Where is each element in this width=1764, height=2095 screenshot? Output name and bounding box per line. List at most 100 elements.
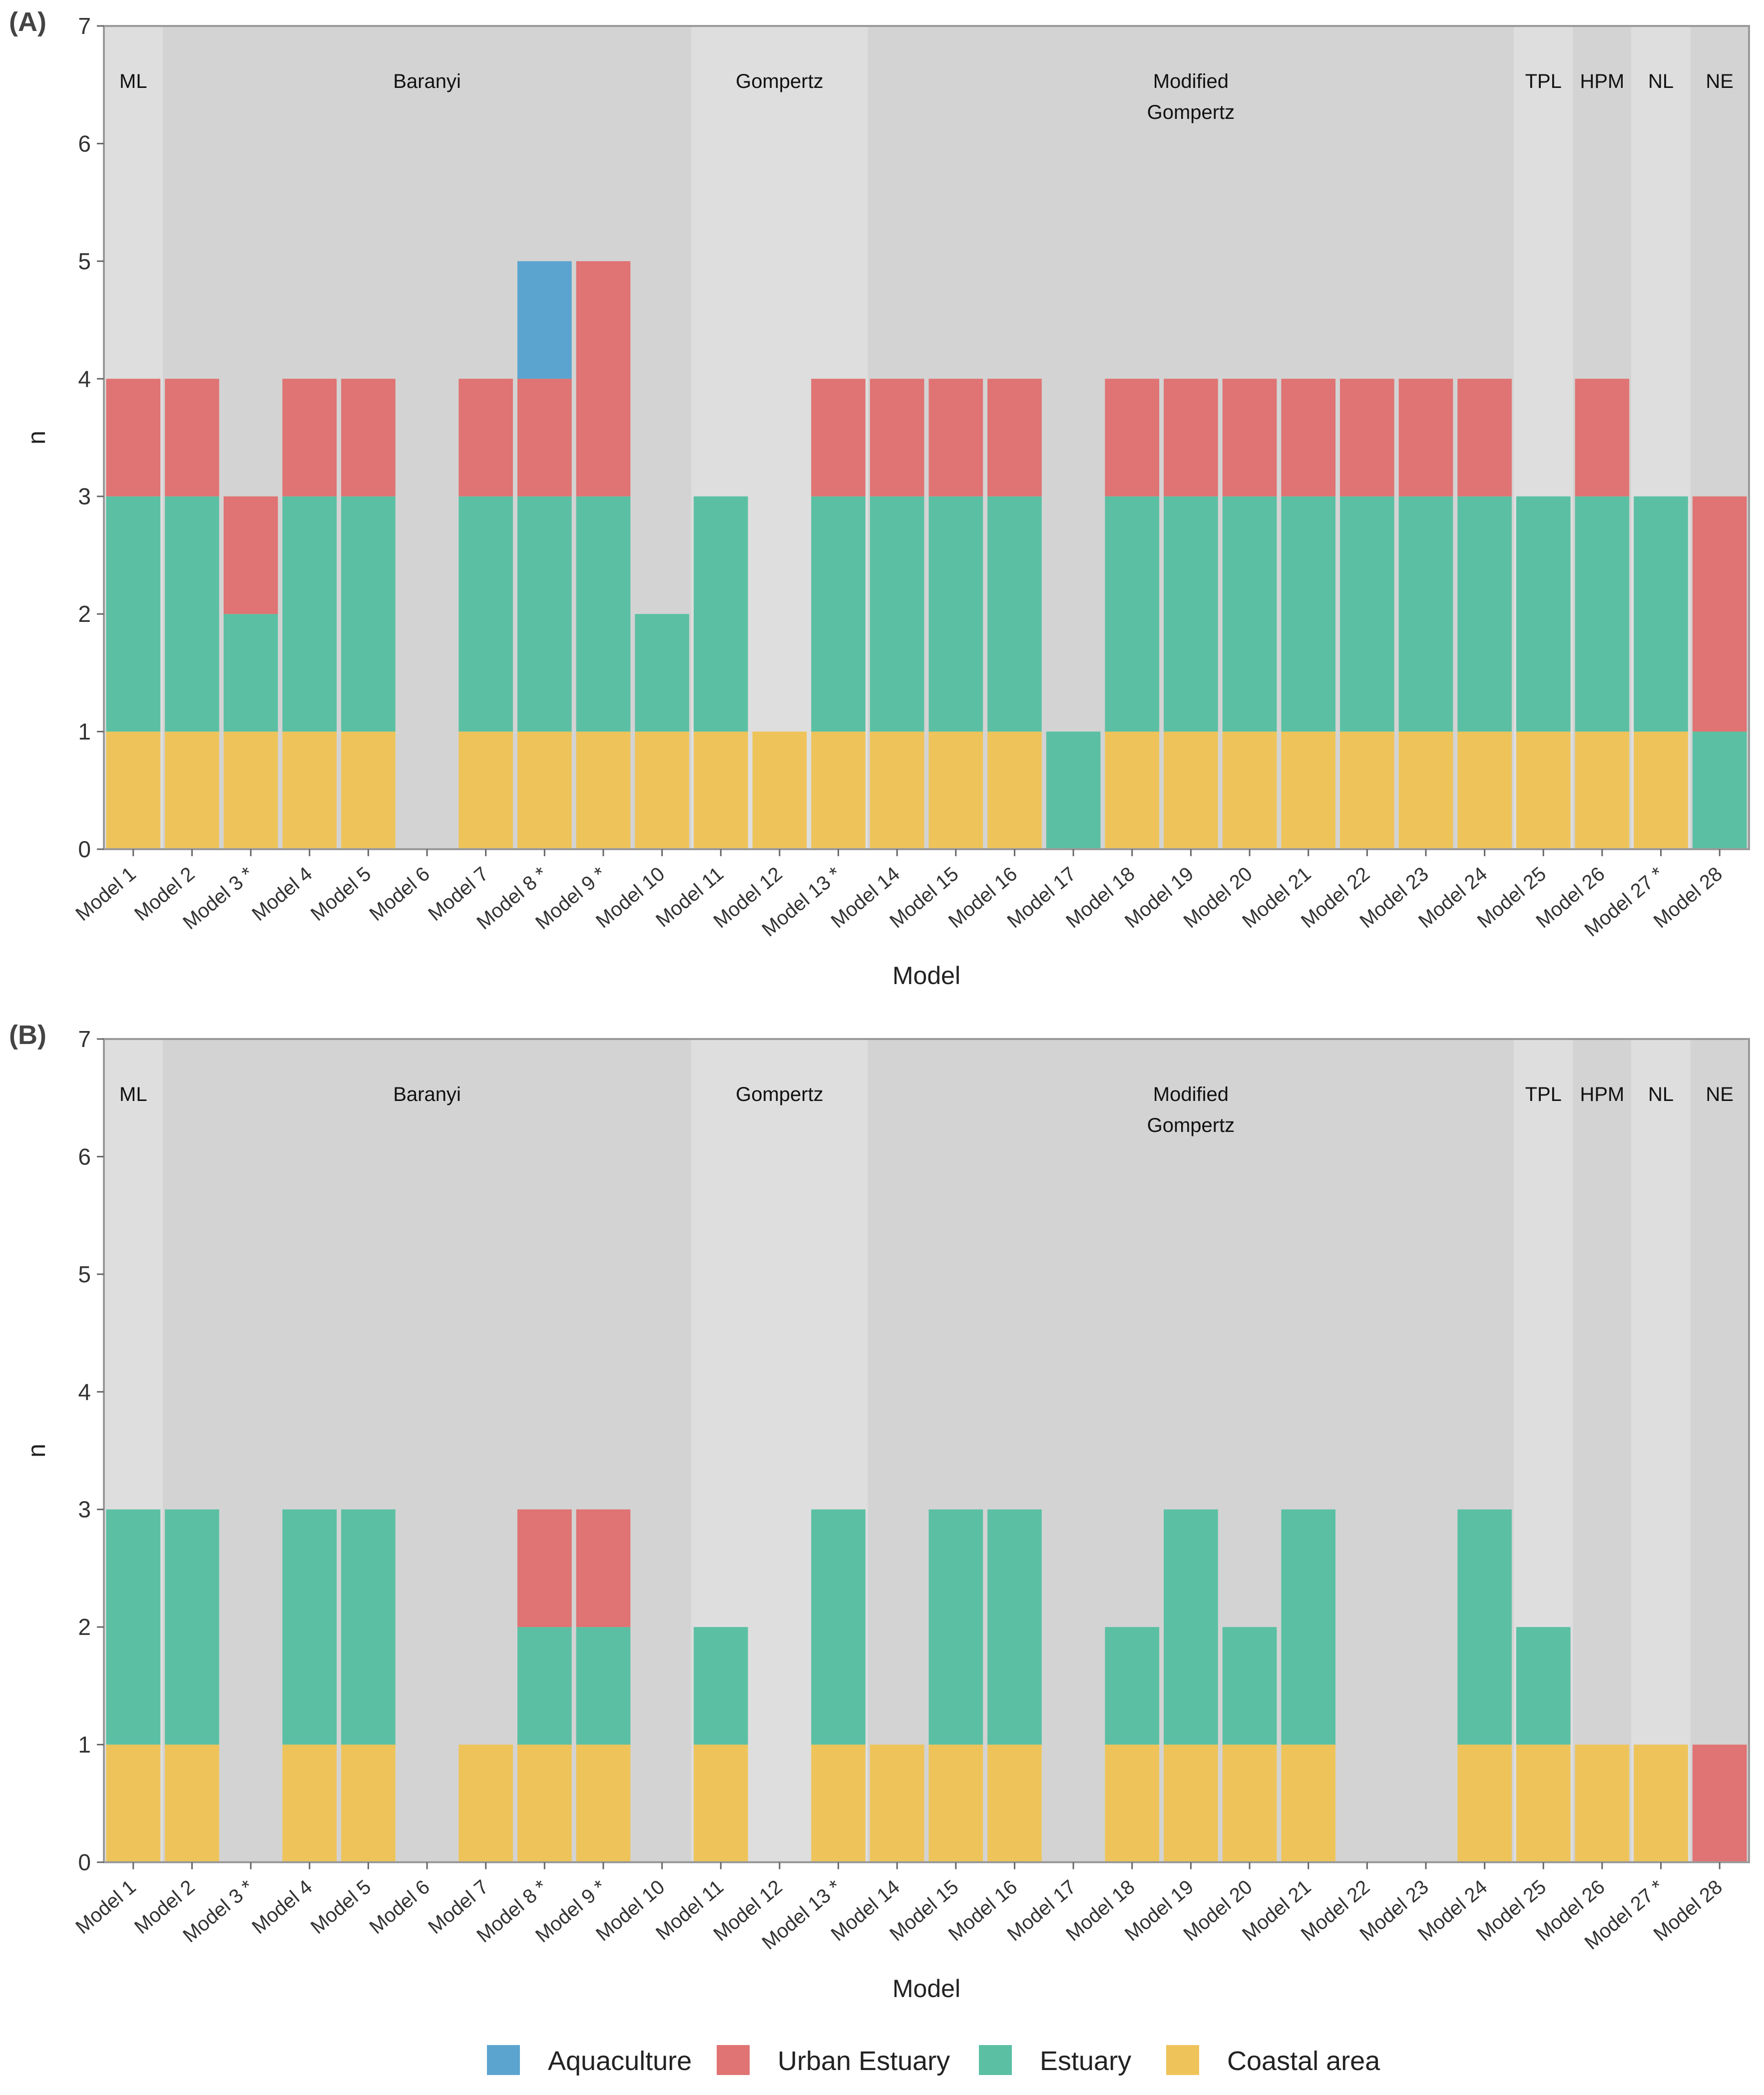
bar-estuary-model-11 — [693, 1627, 748, 1745]
bar-urban-estuary-model-4 — [282, 379, 337, 497]
x-tick-label-model-6: Model 6 — [366, 863, 434, 925]
group-label-tpl: TPL — [1525, 1083, 1562, 1105]
bar-coastal-area-model-14 — [870, 731, 924, 849]
bar-estuary-model-4 — [282, 1509, 337, 1745]
bar-urban-estuary-model-8 — [517, 1509, 572, 1627]
bar-coastal-area-model-23 — [1398, 731, 1453, 849]
bar-urban-estuary-model-16 — [987, 379, 1042, 497]
group-label-nl: NL — [1648, 1083, 1674, 1105]
bar-coastal-area-model-13 — [811, 1744, 866, 1862]
plot-frame — [103, 25, 1750, 850]
y-tick-label-4: 4 — [78, 366, 91, 392]
bar-estuary-model-5 — [341, 1509, 396, 1745]
bar-estuary-model-17 — [1046, 731, 1101, 849]
bar-coastal-area-model-1 — [106, 731, 161, 849]
bar-urban-estuary-model-18 — [1105, 379, 1160, 497]
legend-swatch-urban-estuary — [717, 2045, 750, 2075]
y-tick-label-6: 6 — [78, 130, 91, 156]
bar-aquaculture-model-8 — [517, 261, 572, 379]
bar-estuary-model-18 — [1105, 1627, 1160, 1745]
y-axis-title: n — [22, 1444, 50, 1458]
bar-coastal-area-model-11 — [693, 731, 748, 849]
bar-estuary-model-14 — [870, 496, 924, 732]
group-label-modified-gompertz-line-2: Gompertz — [1147, 1114, 1235, 1136]
bar-estuary-model-25 — [1516, 496, 1571, 732]
bar-estuary-model-21 — [1281, 496, 1335, 732]
bar-estuary-model-20 — [1222, 496, 1277, 732]
bar-estuary-model-27 — [1634, 496, 1688, 732]
group-label-modified-gompertz-line-1: Modified — [1153, 70, 1229, 92]
group-label-gompertz: Gompertz — [736, 1083, 824, 1105]
bar-estuary-model-11 — [693, 496, 748, 732]
legend-swatch-aquaculture — [487, 2045, 520, 2075]
y-tick-label-3: 3 — [78, 484, 91, 510]
bar-urban-estuary-model-1 — [106, 379, 161, 497]
bar-coastal-area-model-8 — [517, 1744, 572, 1862]
bar-coastal-area-model-25 — [1516, 1744, 1571, 1862]
bar-estuary-model-1 — [106, 496, 161, 732]
bar-coastal-area-model-22 — [1340, 731, 1394, 849]
bar-coastal-area-model-11 — [693, 1744, 748, 1862]
bar-coastal-area-model-2 — [165, 731, 219, 849]
legend-label-coastal-area: Coastal area — [1227, 2046, 1380, 2076]
bar-estuary-model-20 — [1222, 1627, 1277, 1745]
x-axis-title: Model — [892, 1975, 960, 2003]
bar-estuary-model-9 — [576, 1627, 631, 1745]
bar-coastal-area-model-15 — [928, 731, 983, 849]
bar-urban-estuary-model-7 — [458, 379, 513, 497]
bar-coastal-area-model-18 — [1105, 731, 1160, 849]
bar-coastal-area-model-21 — [1281, 1744, 1335, 1862]
legend-swatch-estuary — [979, 2045, 1012, 2075]
y-axis-title: n — [22, 431, 50, 445]
x-tick-label-model-1: Model 1 — [71, 1876, 140, 1938]
y-tick-label-5: 5 — [78, 248, 91, 274]
group-label-baranyi: Baranyi — [393, 1083, 461, 1105]
bar-estuary-model-18 — [1105, 496, 1160, 732]
bar-estuary-model-2 — [165, 1509, 219, 1745]
bar-coastal-area-model-15 — [928, 1744, 983, 1862]
group-band-hpm — [1573, 1039, 1632, 1862]
legend: Aquaculture Urban Estuary Estuary Coastal a… — [487, 2045, 1380, 2076]
legend-label-estuary: Estuary — [1040, 2046, 1131, 2076]
y-tick-label-5: 5 — [78, 1261, 91, 1287]
bar-estuary-model-25 — [1516, 1627, 1571, 1745]
bar-coastal-area-model-1 — [106, 1744, 161, 1862]
bar-estuary-model-8 — [517, 1627, 572, 1745]
bar-coastal-area-model-4 — [282, 731, 337, 849]
bar-estuary-model-3 — [223, 614, 278, 732]
bar-coastal-area-model-20 — [1222, 1744, 1277, 1862]
bar-coastal-area-model-7 — [458, 731, 513, 849]
y-tick-label-3: 3 — [78, 1497, 91, 1523]
bar-coastal-area-model-9 — [576, 731, 631, 849]
bar-coastal-area-model-12 — [752, 731, 807, 849]
bar-estuary-model-8 — [517, 496, 572, 732]
bar-estuary-model-15 — [928, 1509, 983, 1745]
bar-coastal-area-model-27 — [1634, 1744, 1688, 1862]
bar-coastal-area-model-16 — [987, 731, 1042, 849]
group-label-ml: ML — [119, 1083, 147, 1105]
bar-estuary-model-28 — [1692, 731, 1747, 849]
bar-coastal-area-model-5 — [341, 1744, 396, 1862]
bar-urban-estuary-model-2 — [165, 379, 219, 497]
bar-estuary-model-9 — [576, 496, 631, 732]
y-tick-label-2: 2 — [78, 601, 91, 627]
x-tick-label-model-1: Model 1 — [71, 863, 140, 925]
bar-urban-estuary-model-15 — [928, 379, 983, 497]
bar-estuary-model-1 — [106, 1509, 161, 1745]
bar-estuary-model-22 — [1340, 496, 1394, 732]
y-tick-label-6: 6 — [78, 1143, 91, 1169]
legend-label-urban-estuary: Urban Estuary — [778, 2046, 950, 2076]
bar-coastal-area-model-5 — [341, 731, 396, 849]
bar-coastal-area-model-25 — [1516, 731, 1571, 849]
bar-urban-estuary-model-24 — [1457, 379, 1512, 497]
group-label-ne: NE — [1706, 1083, 1734, 1105]
bar-coastal-area-model-27 — [1634, 731, 1688, 849]
bar-coastal-area-model-13 — [811, 731, 866, 849]
bar-coastal-area-model-14 — [870, 1744, 924, 1862]
bar-estuary-model-19 — [1164, 1509, 1218, 1745]
bar-urban-estuary-model-5 — [341, 379, 396, 497]
bar-urban-estuary-model-9 — [576, 261, 631, 497]
bar-coastal-area-model-21 — [1281, 731, 1335, 849]
group-band-ne — [1690, 1039, 1749, 1862]
